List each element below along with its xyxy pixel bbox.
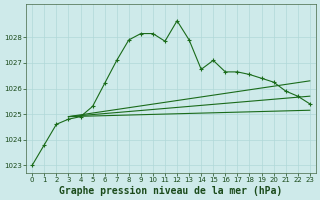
- X-axis label: Graphe pression niveau de la mer (hPa): Graphe pression niveau de la mer (hPa): [60, 186, 283, 196]
